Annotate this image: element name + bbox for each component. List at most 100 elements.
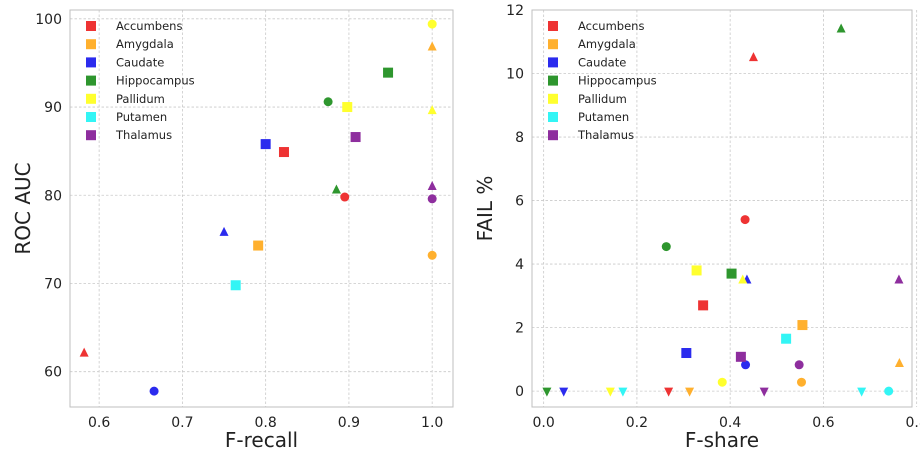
- legend-swatch: [548, 112, 558, 122]
- x-tick-label: 0.0: [533, 415, 555, 431]
- data-point-triangle: [894, 274, 904, 284]
- x-tick-label: 0.8: [906, 415, 920, 431]
- series-putamen: [230, 280, 241, 291]
- legend-swatch: [86, 93, 96, 104]
- legend-label: Hippocampus: [578, 74, 657, 88]
- x-tick-label: 0.2: [626, 415, 648, 431]
- series-pallidum: [342, 19, 437, 115]
- legend-label: Amygdala: [578, 37, 636, 51]
- data-point-triangle-down: [664, 387, 674, 397]
- legend-swatch: [86, 75, 96, 86]
- data-point-triangle: [894, 357, 904, 367]
- data-point-square: [726, 268, 737, 279]
- data-point-circle: [323, 97, 333, 107]
- x-axis-label: F-recall: [225, 428, 298, 451]
- data-point-triangle: [738, 274, 748, 284]
- data-point-triangle: [427, 180, 437, 190]
- plot-area: [532, 10, 912, 407]
- y-tick-label: 100: [35, 12, 62, 28]
- legend: Accumbens Amygdala Caudate Hippocampus Palli…: [86, 19, 195, 142]
- x-tick-label: 0.4: [719, 415, 741, 431]
- x-tick-label: 0.6: [88, 415, 110, 431]
- y-axis-label: FAIL %: [473, 176, 497, 242]
- series-thalamus: [350, 132, 437, 204]
- y-axis-label: ROC AUC: [11, 162, 35, 254]
- data-point-circle: [717, 377, 727, 387]
- data-point-circle: [149, 386, 159, 396]
- data-point-circle: [340, 192, 350, 202]
- legend-label: Putamen: [578, 110, 629, 124]
- legend-label: Pallidum: [116, 92, 165, 106]
- series-thalamus: [735, 274, 904, 397]
- y-tick-label: 0: [515, 384, 524, 400]
- data-point-circle: [427, 19, 437, 29]
- data-point-triangle-down: [759, 387, 769, 397]
- data-point-square: [253, 240, 264, 251]
- data-point-circle: [661, 242, 671, 252]
- data-point-triangle-down: [685, 387, 695, 397]
- right-panel-fail-vs-f-share: 0.0 0.2 0.4 0.6 0.8 0 2 4 6 8 10 12 F-share FAIL % Acc…: [473, 3, 920, 451]
- legend-label: Thalamus: [115, 128, 172, 142]
- data-point-square: [691, 265, 702, 276]
- x-axis-label: F-share: [685, 428, 759, 451]
- data-point-triangle-down: [605, 387, 615, 397]
- data-point-triangle-down: [559, 387, 569, 397]
- data-point-square: [350, 132, 361, 143]
- series-hippocampus: [323, 67, 394, 194]
- data-point-triangle: [427, 105, 437, 115]
- data-point-circle: [884, 386, 894, 396]
- data-point-square: [342, 102, 353, 113]
- legend-label: Thalamus: [577, 128, 634, 142]
- legend: Accumbens Amygdala Caudate Hippocampus Palli…: [548, 19, 657, 142]
- data-point-square: [383, 67, 394, 78]
- data-point-triangle: [427, 41, 437, 51]
- data-point-triangle: [331, 184, 341, 194]
- data-point-triangle: [748, 52, 758, 62]
- data-point-square: [681, 348, 692, 359]
- y-tick-label: 12: [506, 3, 524, 19]
- data-point-square: [735, 351, 746, 362]
- data-point-square: [797, 320, 808, 331]
- data-point-triangle: [79, 347, 89, 357]
- y-tick-label: 6: [515, 194, 524, 210]
- data-point-circle: [796, 377, 806, 387]
- y-tick-label: 10: [506, 67, 524, 83]
- left-panel-roc-auc-vs-f-recall: 0.6 0.7 0.8 0.9 1.0 60 70 80 90 100 F-recall ROC AU…: [11, 9, 454, 451]
- legend-swatch: [548, 21, 558, 31]
- x-tick-label: 0.7: [171, 415, 193, 431]
- legend-swatch: [548, 130, 558, 141]
- legend-label: Accumbens: [578, 19, 644, 33]
- data-point-triangle: [219, 226, 229, 236]
- y-tick-label: 8: [515, 130, 524, 146]
- legend-swatch: [548, 75, 558, 86]
- data-point-square: [278, 147, 289, 158]
- series-hippocampus: [542, 23, 846, 397]
- legend-label: Caudate: [578, 55, 626, 69]
- data-point-triangle-down: [542, 387, 552, 397]
- data-point-circle: [427, 194, 437, 204]
- data-point-triangle-down: [857, 387, 867, 397]
- data-point-circle: [740, 215, 750, 225]
- series-amygdala: [253, 41, 437, 260]
- legend-label: Putamen: [116, 110, 167, 124]
- legend-label: Accumbens: [116, 19, 182, 33]
- data-point-square: [781, 333, 792, 344]
- legend-swatch: [548, 39, 558, 50]
- data-point-triangle-down: [618, 387, 628, 397]
- data-point-square: [230, 280, 241, 291]
- series-accumbens: [79, 147, 350, 357]
- x-tick-label: 0.8: [255, 415, 277, 431]
- legend-swatch: [86, 21, 96, 31]
- y-tick-label: 4: [515, 257, 524, 273]
- series-putamen: [618, 333, 894, 397]
- legend-label: Amygdala: [116, 37, 174, 51]
- y-tick-label: 60: [44, 365, 62, 381]
- legend-swatch: [86, 130, 96, 141]
- legend-label: Caudate: [116, 55, 164, 69]
- legend-label: Hippocampus: [116, 74, 195, 88]
- x-tick-label: 0.6: [812, 415, 834, 431]
- data-point-circle: [794, 360, 804, 370]
- data-point-triangle: [836, 23, 846, 33]
- series-pallidum: [605, 265, 748, 397]
